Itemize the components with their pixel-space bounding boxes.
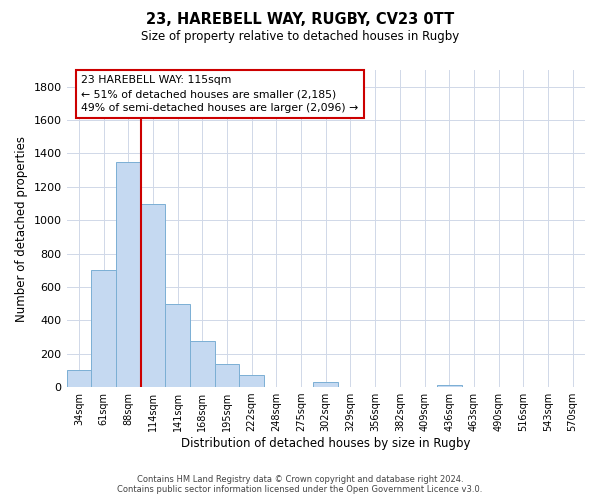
Bar [91, 270, 116, 387]
Bar [67, 370, 91, 387]
Y-axis label: Number of detached properties: Number of detached properties [15, 136, 28, 322]
Bar [313, 382, 338, 387]
X-axis label: Distribution of detached houses by size in Rugby: Distribution of detached houses by size … [181, 437, 470, 450]
Bar [437, 384, 461, 387]
Text: 23, HAREBELL WAY, RUGBY, CV23 0TT: 23, HAREBELL WAY, RUGBY, CV23 0TT [146, 12, 454, 28]
Bar [239, 376, 264, 387]
Bar [215, 364, 239, 387]
Bar [190, 341, 215, 387]
Bar [140, 204, 165, 387]
Text: Contains HM Land Registry data © Crown copyright and database right 2024.
Contai: Contains HM Land Registry data © Crown c… [118, 474, 482, 494]
Text: Size of property relative to detached houses in Rugby: Size of property relative to detached ho… [141, 30, 459, 43]
Bar [116, 162, 140, 387]
Bar [165, 304, 190, 387]
Text: 23 HAREBELL WAY: 115sqm
← 51% of detached houses are smaller (2,185)
49% of semi: 23 HAREBELL WAY: 115sqm ← 51% of detache… [82, 75, 359, 113]
